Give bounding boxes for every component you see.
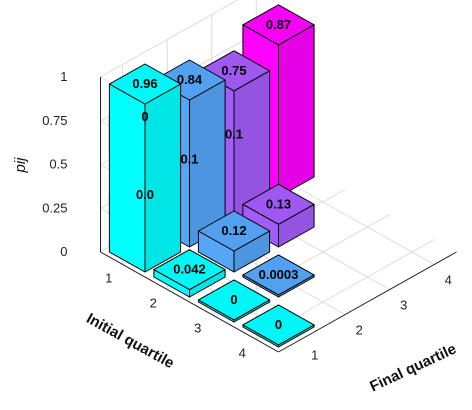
bar-face-top bbox=[197, 279, 271, 321]
initial-tick-label: 1 bbox=[105, 271, 112, 286]
y-tick-label: 0.25 bbox=[42, 200, 67, 215]
bar-value-label: 0.12 bbox=[221, 223, 246, 238]
bar-1-1 bbox=[108, 63, 182, 273]
bars bbox=[108, 4, 315, 348]
bar-face-side bbox=[144, 83, 182, 273]
y-tick-label: 0 bbox=[60, 244, 67, 259]
bar-value-label: 0.042 bbox=[173, 262, 206, 277]
bar-value-label: 0.84 bbox=[177, 72, 203, 87]
final-tick-label: 2 bbox=[356, 323, 363, 338]
final-axis-line bbox=[278, 251, 457, 353]
final-tick-label: 4 bbox=[445, 273, 452, 288]
bar-face-top bbox=[108, 63, 182, 105]
bar-value-label: 0 bbox=[141, 109, 148, 124]
initial-tick-label: 4 bbox=[239, 346, 246, 361]
z-axis-label: Initial quartile bbox=[83, 310, 177, 372]
bar-face-top bbox=[242, 254, 315, 296]
bar-2-2 bbox=[197, 210, 271, 273]
bar-face-top bbox=[242, 304, 315, 346]
bar-face-side bbox=[278, 24, 315, 198]
bar-3-1 bbox=[197, 279, 271, 323]
bar-value-label: 0.96 bbox=[132, 76, 157, 91]
bar-value-label: 0.1 bbox=[180, 152, 198, 167]
final-tick-label: 1 bbox=[311, 348, 318, 363]
bar-value-label: 0.0 bbox=[136, 187, 154, 202]
y-tick-label: 1 bbox=[60, 69, 67, 84]
bar-face-top bbox=[242, 4, 315, 46]
bar-face-top bbox=[153, 249, 226, 291]
data-labels: 0.1 0 0.1 0.87 0.0 0.75 0.13 0.84 0.12 0.96 0.0003… bbox=[132, 17, 298, 332]
x-axis-label: Final quartile bbox=[367, 340, 459, 395]
bar-value-label: 0.87 bbox=[266, 17, 291, 32]
y-tick-label: 0.5 bbox=[49, 157, 67, 172]
bar-face-top bbox=[197, 210, 271, 252]
bar-4-1 bbox=[242, 304, 315, 348]
bar-value-label: 0 bbox=[230, 292, 237, 307]
bar-value-label: 0.75 bbox=[221, 63, 246, 78]
initial-axis-line bbox=[100, 251, 279, 353]
bar-value-label: 0.13 bbox=[266, 196, 291, 211]
bar-value-label: 0.0003 bbox=[259, 267, 299, 282]
bar-2-1 bbox=[153, 249, 226, 298]
bar-3-2 bbox=[242, 254, 315, 298]
bar-value-label: 0 bbox=[275, 317, 282, 332]
axes: 0 0.25 0.5 0.75 1 1 2 3 4 1 2 3 4 bbox=[42, 69, 457, 363]
bar-value-label: 0.1 bbox=[225, 127, 243, 142]
y-axis-label: pij bbox=[12, 157, 29, 174]
final-tick-label: 3 bbox=[400, 298, 407, 313]
y-tick-label: 0.75 bbox=[42, 113, 67, 128]
bar-face-top bbox=[242, 183, 315, 225]
initial-tick-label: 2 bbox=[150, 296, 157, 311]
bar-face-front bbox=[108, 83, 146, 273]
initial-tick-label: 3 bbox=[194, 321, 201, 336]
